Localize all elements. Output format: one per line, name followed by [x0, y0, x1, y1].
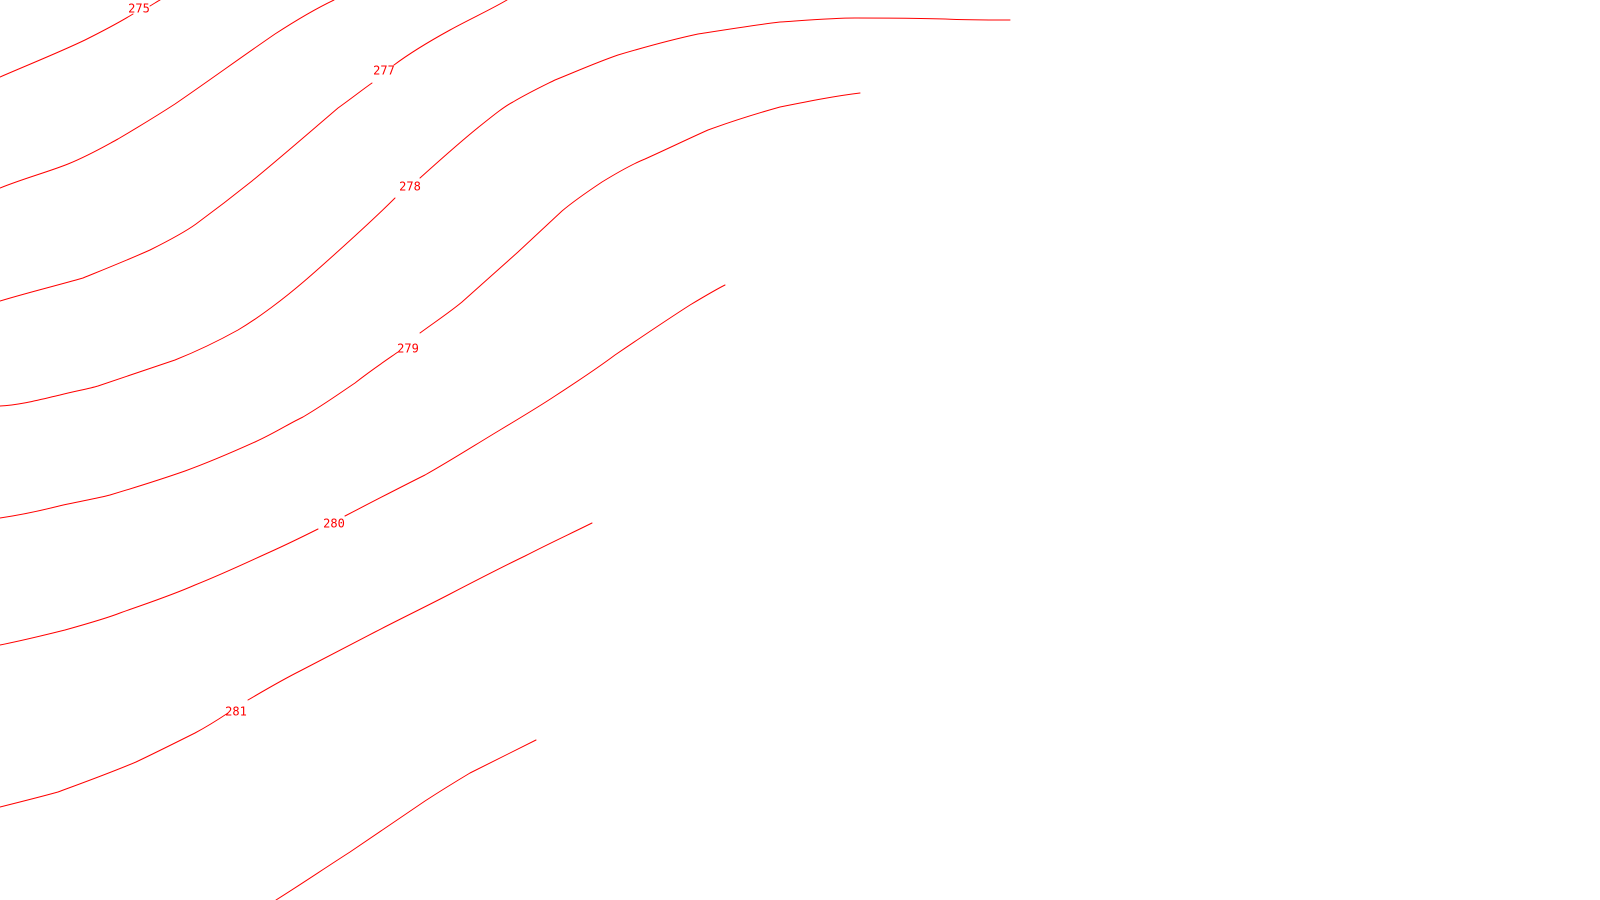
- contour-label-275: 275: [128, 2, 150, 16]
- contour-label-278: 278: [399, 180, 421, 194]
- contour-label-280: 280: [323, 517, 345, 531]
- contour-label-279: 279: [397, 342, 419, 356]
- contour-line-276: [0, 0, 335, 189]
- contour-labels: 275 277 278 279 280 281: [128, 2, 421, 719]
- contour-label-281: 281: [225, 705, 247, 719]
- contour-line-282: [275, 739, 537, 900]
- contour-lines: [0, 0, 1011, 900]
- contour-line-281: [0, 522, 593, 808]
- contour-line-279: [0, 92, 861, 519]
- contour-line-278: [0, 17, 1011, 407]
- contour-line-277: [0, 0, 508, 302]
- contour-label-277: 277: [373, 64, 395, 78]
- contour-line-275: [0, 0, 161, 78]
- contour-line-280: [0, 284, 726, 646]
